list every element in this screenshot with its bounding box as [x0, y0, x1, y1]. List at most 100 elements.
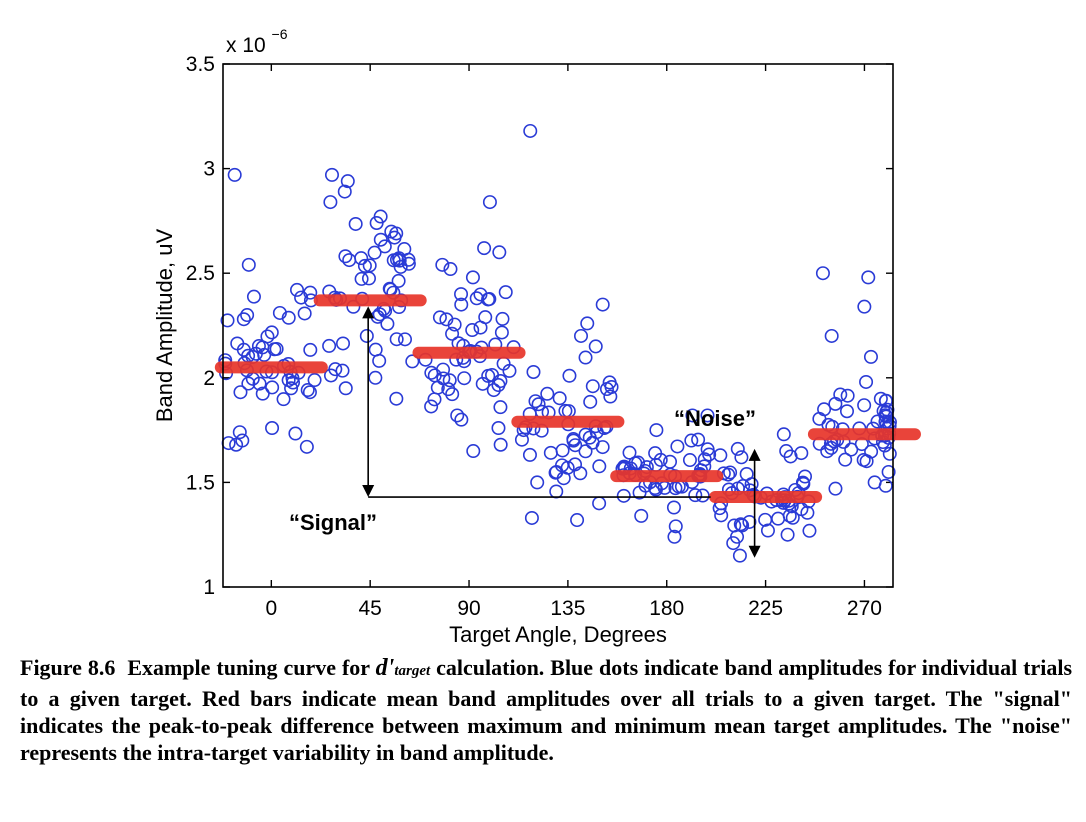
y-exponent-power: −6 [272, 26, 288, 42]
trial-point [531, 397, 546, 412]
trial-point [432, 310, 447, 325]
x-tick-label: 0 [265, 597, 277, 620]
signal-arrow-head-up [362, 306, 375, 319]
trial-point [540, 386, 555, 401]
trial-point [632, 485, 647, 500]
trial-point [824, 328, 839, 343]
trial-point [276, 392, 291, 407]
signal-label: “Signal” [289, 510, 377, 535]
trial-point [802, 523, 817, 538]
trial-point [585, 379, 600, 394]
trial-point [549, 484, 564, 499]
trial-point [798, 469, 813, 484]
trial-point [233, 385, 248, 400]
trial-point [588, 339, 603, 354]
trial-point [780, 527, 795, 542]
trial-point [469, 291, 484, 306]
trial-point [405, 354, 420, 369]
trial-point [302, 385, 317, 400]
trial-point [549, 464, 564, 479]
trial-point [299, 439, 314, 454]
trial-point [285, 375, 300, 390]
trial-point [578, 427, 593, 442]
trial-point [863, 349, 878, 364]
trial-point [457, 371, 472, 386]
trial-point [367, 245, 382, 260]
trial-point [323, 195, 338, 210]
trial-point [502, 363, 517, 378]
trial-point [828, 481, 843, 496]
trial-point [695, 488, 710, 503]
trial-point [227, 167, 242, 182]
trial-point [595, 297, 610, 312]
noise-arrow-head-up [748, 448, 761, 461]
trial-point [322, 338, 337, 353]
trial-point [397, 332, 412, 347]
trial-point [284, 381, 299, 396]
trial-point [730, 529, 745, 544]
trial-point [236, 342, 251, 357]
trial-point [328, 362, 343, 377]
caption-symbol: d' [375, 655, 395, 681]
trial-point [844, 442, 859, 457]
trial-point [634, 508, 649, 523]
trial-point [297, 306, 312, 321]
trial-point [760, 523, 775, 538]
trial-point [494, 325, 509, 340]
trial-point [794, 446, 809, 461]
trial-point [389, 391, 404, 406]
trial-point [443, 262, 458, 277]
trial-point [482, 195, 497, 210]
x-tick-label: 270 [847, 597, 882, 620]
trial-point [359, 328, 374, 343]
trial-point [493, 437, 508, 452]
caption-post: calculation. Blue dots indicate band amp… [20, 655, 1073, 765]
trial-point [220, 313, 235, 328]
trial-point [779, 444, 794, 459]
trial-point [653, 452, 668, 467]
noise-label: “Noise” [674, 406, 756, 431]
trial-point [543, 445, 558, 460]
trial-point [688, 488, 703, 503]
trial-point [530, 475, 545, 490]
trial-point [335, 363, 350, 378]
trial-point [616, 488, 631, 503]
trial-point [491, 378, 506, 393]
trial-point [599, 382, 614, 397]
trial-point [389, 332, 404, 347]
trial-point [424, 399, 439, 414]
trial-point [592, 459, 607, 474]
y-tick-label: 2 [203, 367, 215, 390]
trial-point [465, 323, 480, 338]
trial-point [713, 448, 728, 463]
trial-point [246, 289, 261, 304]
trial-point [562, 368, 577, 383]
trial-point [368, 370, 383, 385]
trial-point [392, 253, 407, 268]
y-tick-label: 3.5 [186, 53, 215, 76]
trial-point [649, 423, 664, 438]
trial-point [397, 242, 412, 257]
trial-point [583, 394, 598, 409]
trial-point [742, 514, 757, 529]
trial-point [734, 450, 749, 465]
trial-point [833, 387, 848, 402]
trial-point [473, 287, 488, 302]
trial-point [485, 367, 500, 382]
trial-point [447, 317, 462, 332]
trial-point [580, 316, 595, 331]
trial-point [528, 394, 543, 409]
trial-point [812, 411, 827, 426]
trial-point [867, 475, 882, 490]
trial-point [466, 444, 481, 459]
trial-point [493, 400, 508, 415]
trial-point [465, 270, 480, 285]
trial-point [859, 374, 874, 389]
trial-point [744, 477, 759, 492]
trial-point [522, 447, 537, 462]
trial-point [622, 445, 637, 460]
trial-point [839, 404, 854, 419]
trial-point [357, 258, 372, 273]
trial-point [236, 312, 251, 327]
trial-point [354, 271, 369, 286]
